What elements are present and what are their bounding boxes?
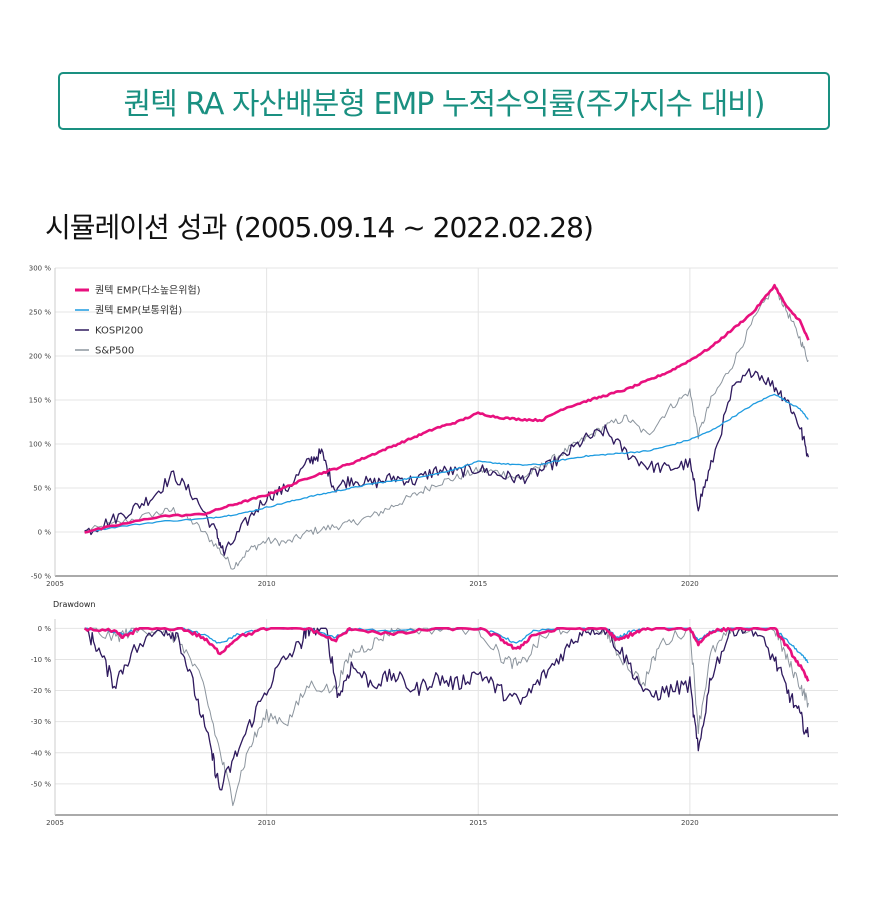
legend-entry: S&P500 [95,346,134,357]
y-tick-label: -10 % [31,656,52,664]
y-tick-label: 150 % [29,397,52,405]
y-tick-label: 200 % [29,353,52,361]
y-tick-label: -50 % [31,573,52,581]
series-line [84,283,810,534]
x-tick-label: 2020 [681,580,699,588]
x-tick-label: 2020 [681,819,699,827]
series-line [84,368,810,556]
y-tick-label: 300 % [29,265,52,273]
x-tick-label: 2010 [258,580,276,588]
y-tick-label: -20 % [31,687,52,695]
x-tick-label: 2015 [469,580,487,588]
y-tick-label: 0 % [38,625,52,633]
series-line [84,627,809,807]
series-line [84,283,809,570]
cumulative-return-chart: -50 % 0 % 50 % 100 % 150 % 200 % 250 % 300 % 200… [29,265,838,588]
y-tick-label: -40 % [31,749,52,757]
y-tick-label: 250 % [29,309,52,317]
x-tick-label: 2005 [46,580,64,588]
y-tick-label: -50 % [31,780,52,788]
page-title: 퀀텍 RA 자산배분형 EMP 누적수익률(주가지수 대비) [123,87,766,122]
series-line [84,393,809,534]
legend-entry: 퀀텍 EMP(다소높은위험) [95,284,201,297]
title-banner: 퀀텍 RA 자산배분형 EMP 누적수익률(주가지수 대비) [58,72,830,130]
x-tick-label: 2015 [469,819,487,827]
y-tick-label: -30 % [31,718,52,726]
legend-entry: 퀀텍 EMP(보통위험) [95,304,182,317]
y-tick-label: 100 % [29,441,52,449]
x-tick-label: 2005 [46,819,64,827]
page-subtitle: 시뮬레이션 성과 (2005.09.14 ~ 2022.02.28) [45,211,594,244]
series-line [84,627,810,791]
series-line [83,627,810,682]
y-tick-label: 0 % [38,529,52,537]
drawdown-title: Drawdown [53,600,95,609]
drawdown-chart: 0 % -10 % -20 % -30 % -40 % -50 % 2005 2010 2015… [31,600,838,827]
legend-entry: KOSPI200 [95,326,143,337]
y-tick-label: 50 % [33,485,51,493]
x-tick-label: 2010 [258,819,276,827]
